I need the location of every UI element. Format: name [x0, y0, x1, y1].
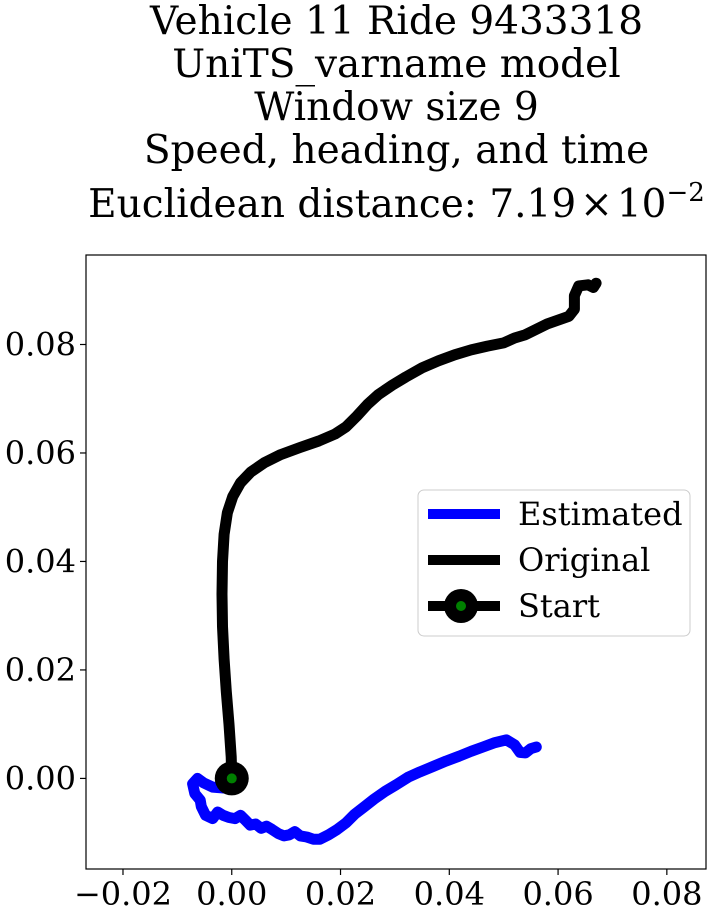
title-line-3: Window size 9 [254, 85, 539, 130]
y-axis: 0.00 0.02 0.04 0.06 0.08 [5, 325, 86, 797]
title-line-1: Vehicle 11 Ride 9433318 [149, 0, 644, 44]
y-tick-label: 0.06 [5, 434, 76, 472]
title-metric-base: 10 [616, 182, 667, 227]
series-line-estimated [187, 734, 542, 845]
series-layer [187, 277, 602, 845]
x-tick-label: 0.02 [305, 875, 376, 913]
legend-box [417, 489, 691, 637]
x-tick-label: 0.04 [414, 875, 485, 913]
legend-label-original: Original [518, 541, 650, 579]
y-tick-label: 0.08 [5, 325, 76, 363]
start-marker-center [226, 773, 237, 784]
legend-label-start: Start [518, 587, 600, 625]
y-tick-label: 0.04 [5, 542, 76, 580]
y-tick-label: 0.02 [5, 651, 76, 689]
title-line-4: Speed, heading, and time [143, 128, 650, 173]
legend-label-estimated: Estimated [518, 495, 683, 533]
legend: Estimated Original Start [417, 489, 691, 637]
title-metric-mantissa: 7.19 [489, 182, 577, 227]
title-metric-exponent: −2 [666, 178, 705, 208]
series-line-original [216, 277, 602, 784]
x-tick-label: 0.00 [196, 875, 267, 913]
legend-swatch-start-center [456, 601, 466, 611]
x-axis: −0.02 0.00 0.02 0.04 0.06 0.08 [74, 869, 702, 913]
x-tick-label: 0.06 [522, 875, 593, 913]
title-line-5: Euclidean distance: 7.19 × 10−2 [0, 172, 713, 226]
x-tick-label: 0.08 [631, 875, 702, 913]
chart-title: Vehicle 11 Ride 9433318 UniTS_varname mo… [0, 0, 713, 226]
title-metric-prefix: Euclidean distance: [88, 182, 490, 227]
title-metric-times: × [580, 182, 613, 227]
title-line-2: UniTS_varname model [172, 42, 621, 87]
y-tick-label: 0.00 [5, 759, 76, 797]
x-tick-label: −0.02 [74, 875, 172, 913]
